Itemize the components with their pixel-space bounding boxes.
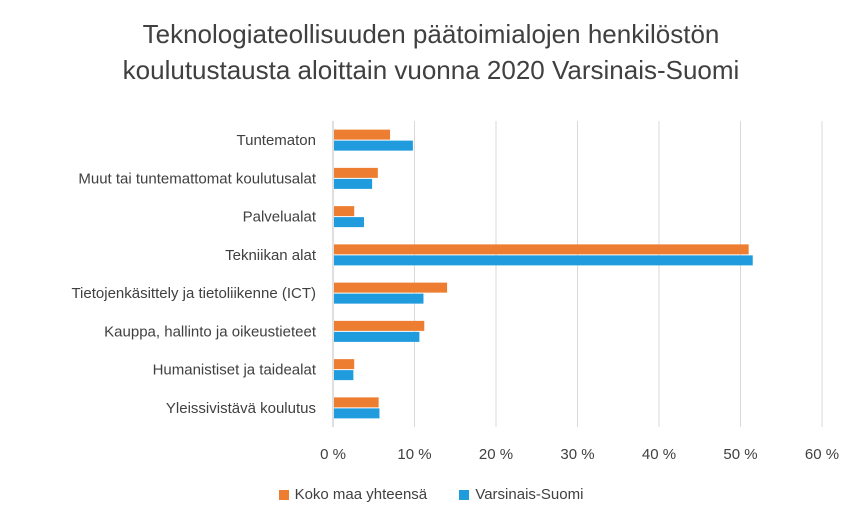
bar-koko-maa-yhteens-palvelualat	[334, 206, 355, 217]
bar-koko-maa-yhteens-tietojenk-sittely-ja-tietoliikenne-ict	[334, 282, 448, 293]
category-label-kauppa-hallinto-ja-oikeustieteet: Kauppa, hallinto ja oikeustieteet	[104, 323, 317, 340]
x-tick-label-40: 40 %	[642, 446, 676, 463]
bar-koko-maa-yhteens-tekniikan-alat	[334, 244, 749, 255]
bar-varsinais-suomi-palvelualat	[334, 217, 364, 228]
legend-item-varsinais-suomi: Varsinais-Suomi	[459, 486, 583, 503]
category-label-yleissivist-v-koulutus: Yleissivistävä koulutus	[166, 400, 316, 417]
category-label-tuntematon: Tuntematon	[237, 132, 317, 149]
x-tick-label-60: 60 %	[805, 446, 839, 463]
bar-koko-maa-yhteens-tuntematon	[334, 129, 391, 140]
category-label-muut-tai-tuntemattomat-koulutusalat: Muut tai tuntemattomat koulutusalat	[78, 170, 316, 187]
legend-item-koko-maa: Koko maa yhteensä	[278, 486, 428, 503]
x-tick-label-10: 10 %	[397, 446, 431, 463]
x-tick-label-30: 30 %	[560, 446, 594, 463]
category-label-tekniikan-alat: Tekniikan alat	[225, 247, 317, 264]
legend-label-koko-maa: Koko maa yhteensä	[294, 486, 428, 503]
chart-title-line-2: koulutustausta aloittain vuonna 2020 Var…	[122, 55, 740, 85]
x-tick-label-50: 50 %	[723, 446, 757, 463]
bar-varsinais-suomi-kauppa-hallinto-ja-oikeustieteet	[334, 331, 420, 342]
chart-title: Teknologiateollisuuden päätoimialojen he…	[0, 16, 862, 88]
bar-varsinais-suomi-tietojenk-sittely-ja-tietoliikenne-ict	[334, 293, 424, 304]
bar-varsinais-suomi-yleissivist-v-koulutus	[334, 408, 380, 419]
category-label-humanistiset-ja-taidealat: Humanistiset ja taidealat	[153, 362, 317, 379]
category-label-tietojenk-sittely-ja-tietoliikenne-ict: Tietojenkäsittely ja tietoliikenne (ICT)	[71, 285, 316, 302]
bar-koko-maa-yhteens-humanistiset-ja-taidealat	[334, 359, 355, 370]
category-label-palvelualat: Palvelualat	[243, 209, 317, 226]
bar-varsinais-suomi-humanistiset-ja-taidealat	[334, 370, 354, 381]
bar-varsinais-suomi-muut-tai-tuntemattomat-koulutusalat	[334, 178, 373, 189]
legend-swatch-koko-maa	[278, 489, 289, 500]
bar-varsinais-suomi-tuntematon	[334, 140, 413, 151]
chart-legend: Koko maa yhteensä Varsinais-Suomi	[0, 486, 862, 504]
legend-label-varsinais-suomi: Varsinais-Suomi	[475, 486, 584, 503]
bar-koko-maa-yhteens-muut-tai-tuntemattomat-koulutusalat	[334, 167, 378, 178]
bar-varsinais-suomi-tekniikan-alat	[334, 255, 753, 266]
chart-title-line-1: Teknologiateollisuuden päätoimialojen he…	[142, 19, 720, 49]
x-tick-label-0: 0 %	[320, 446, 346, 463]
bar-koko-maa-yhteens-kauppa-hallinto-ja-oikeustieteet	[334, 320, 425, 331]
legend-swatch-varsinais-suomi	[459, 489, 470, 500]
bar-koko-maa-yhteens-yleissivist-v-koulutus	[334, 397, 379, 408]
x-tick-label-20: 20 %	[479, 446, 513, 463]
